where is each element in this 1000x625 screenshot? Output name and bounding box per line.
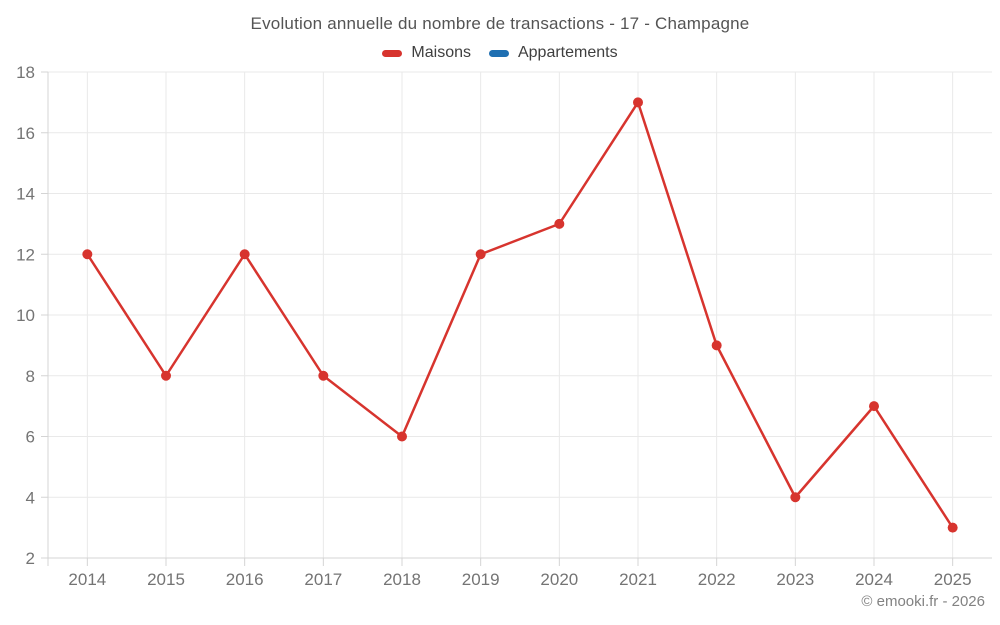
x-axis-label: 2025	[934, 570, 972, 589]
y-axis-label: 16	[16, 124, 35, 143]
maisons-data-point[interactable]	[711, 340, 722, 351]
y-axis-label: 6	[26, 428, 35, 447]
maisons-swatch-icon	[382, 49, 403, 57]
x-axis-label: 2021	[619, 570, 657, 589]
maisons-data-point[interactable]	[790, 492, 801, 503]
maisons-data-point[interactable]	[82, 249, 93, 260]
maisons-data-point[interactable]	[475, 249, 486, 260]
x-axis-label: 2024	[855, 570, 893, 589]
x-axis-label: 2015	[147, 570, 185, 589]
maisons-data-point[interactable]	[239, 249, 250, 260]
x-axis-label: 2022	[698, 570, 736, 589]
x-axis-label: 2014	[68, 570, 106, 589]
legend-item-maisons[interactable]: Maisons	[382, 44, 471, 62]
maisons-data-point[interactable]	[947, 522, 958, 533]
y-axis-label: 8	[26, 367, 35, 386]
x-axis-label: 2017	[304, 570, 342, 589]
maisons-data-point[interactable]	[869, 401, 879, 412]
y-axis-label: 18	[16, 63, 35, 82]
y-axis-label: 14	[16, 185, 35, 204]
chart-title: Evolution annuelle du nombre de transact…	[250, 14, 750, 33]
x-axis-label: 2023	[776, 570, 814, 589]
x-axis-label: 2016	[226, 570, 264, 589]
copyright-text: © emooki.fr - 2026	[861, 593, 985, 610]
maisons-data-point[interactable]	[633, 97, 643, 108]
legend-label-maisons: Maisons	[411, 44, 471, 61]
x-axis-label: 2019	[462, 570, 500, 589]
y-axis-label: 4	[26, 488, 35, 507]
x-axis-label: 2020	[540, 570, 578, 589]
legend: Maisons Appartements	[0, 44, 1000, 62]
y-axis-label: 10	[16, 306, 35, 325]
maisons-data-point[interactable]	[554, 218, 565, 229]
maisons-data-point[interactable]	[397, 431, 407, 442]
maisons-data-point[interactable]	[161, 370, 171, 381]
y-axis-label: 2	[26, 549, 35, 568]
legend-label-appartements: Appartements	[517, 44, 618, 61]
legend-item-appartements[interactable]: Appartements	[488, 44, 618, 62]
maisons-data-point[interactable]	[318, 370, 329, 381]
maisons-line	[86, 101, 954, 529]
y-axis-label: 12	[16, 245, 35, 264]
appartements-swatch-icon	[488, 49, 509, 57]
x-axis-label: 2018	[383, 570, 421, 589]
